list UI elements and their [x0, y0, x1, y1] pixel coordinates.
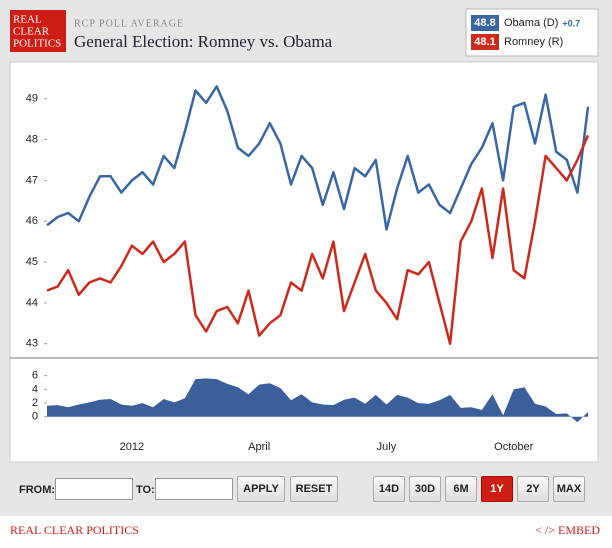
- logo-text: POLITICS: [13, 38, 61, 50]
- legend-swatch: [471, 15, 499, 31]
- y-tick-label: 48: [26, 133, 38, 145]
- range-button[interactable]: 1Y: [481, 476, 513, 502]
- legend-label: Romney (R): [504, 36, 563, 48]
- to-label: TO:: [136, 484, 155, 496]
- y-tick-label: 4: [32, 383, 38, 395]
- y-tick-label: 47: [26, 174, 38, 186]
- x-tick-label: 2012: [120, 441, 144, 453]
- chart-title: General Election: Romney vs. Obama: [74, 32, 333, 51]
- y-tick-label: 44: [26, 297, 38, 309]
- y-tick-label: 49: [26, 93, 38, 105]
- logo-box: [10, 10, 66, 52]
- to-input[interactable]: [155, 478, 233, 500]
- embed-link[interactable]: < /> EMBED: [535, 523, 600, 537]
- spread-area: [47, 378, 588, 423]
- from-label: FROM:: [19, 484, 56, 496]
- y-tick-label: 0: [32, 411, 38, 423]
- x-tick-label: April: [248, 441, 270, 453]
- legend-swatch: [471, 34, 499, 50]
- range-button[interactable]: 6M: [445, 476, 477, 502]
- y-tick-label: 46: [26, 215, 38, 227]
- reset-button[interactable]: RESET: [290, 476, 338, 502]
- from-input[interactable]: [55, 478, 133, 500]
- y-tick-label: 43: [26, 338, 38, 350]
- plot-panel: [9, 61, 599, 463]
- series-line: [46, 134, 590, 345]
- x-tick-label: October: [494, 441, 533, 453]
- range-button[interactable]: 14D: [373, 476, 405, 502]
- series-line: [46, 85, 590, 231]
- footer-brand[interactable]: REAL CLEAR POLITICS: [10, 523, 139, 537]
- footer: [0, 516, 612, 548]
- logo-text: CLEAR: [13, 26, 50, 38]
- legend-change: +0.7: [562, 18, 580, 28]
- x-tick-label: July: [377, 441, 397, 453]
- range-button[interactable]: 2Y: [517, 476, 549, 502]
- legend-value: 48.8: [474, 17, 495, 29]
- y-tick-label: 2: [32, 397, 38, 409]
- y-tick-label: 45: [26, 256, 38, 268]
- logo-text: REAL: [13, 14, 42, 26]
- apply-button[interactable]: APPLY: [237, 476, 285, 502]
- y-tick-label: 6: [32, 370, 38, 382]
- legend-label: Obama (D): [504, 17, 558, 29]
- legend-value: 48.1: [474, 36, 495, 48]
- kicker: RCP POLL AVERAGE: [74, 18, 184, 29]
- range-button[interactable]: 30D: [409, 476, 441, 502]
- range-button[interactable]: MAX: [553, 476, 585, 502]
